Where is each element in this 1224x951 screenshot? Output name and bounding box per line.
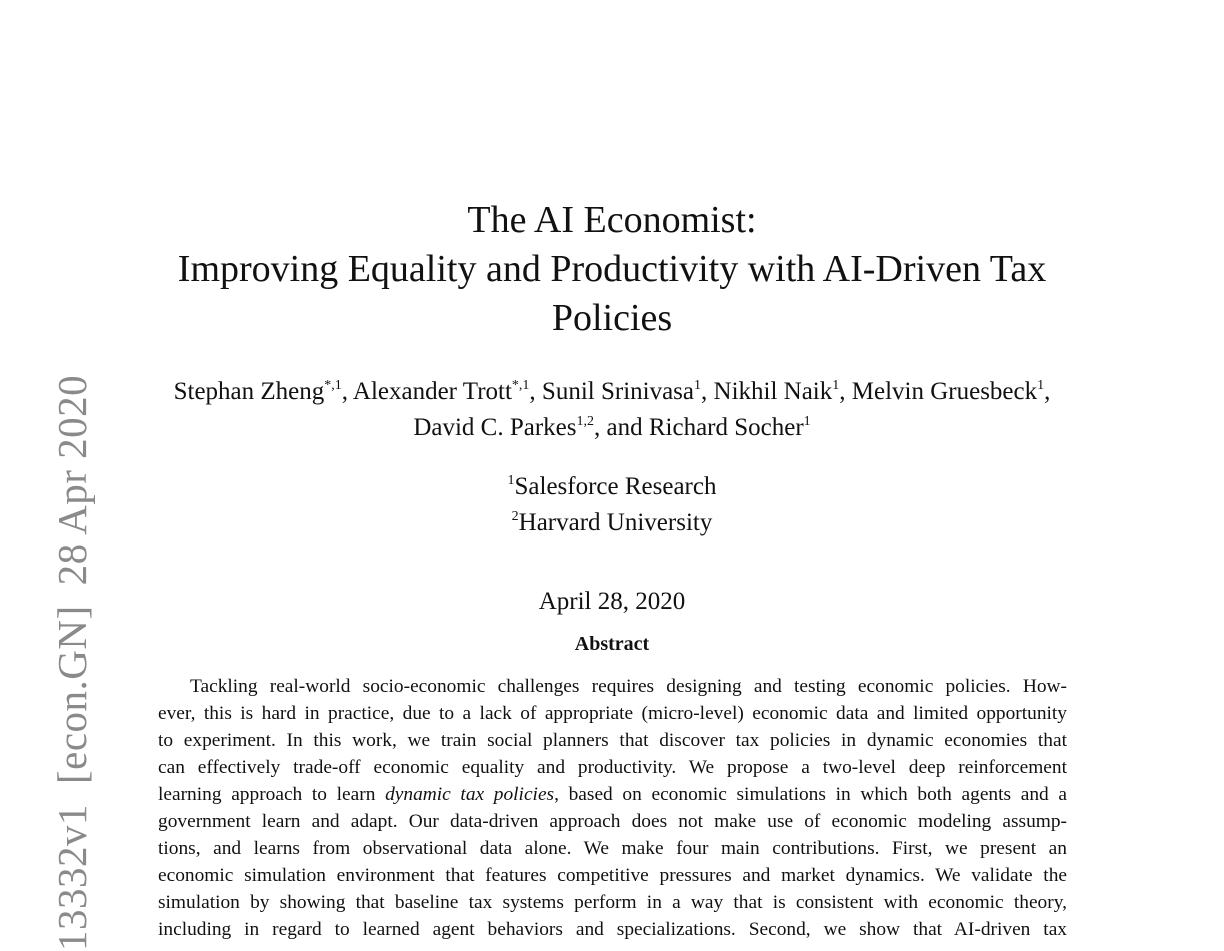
paper-date: April 28, 2020	[538, 588, 686, 615]
author: David C. Parkes1,2	[413, 414, 594, 441]
title-line-3: Policies	[551, 297, 673, 339]
abstract-line: tions, and learns from observational dat…	[158, 838, 1067, 859]
affiliation: 2Harvard University	[511, 509, 713, 536]
affiliation: 1Salesforce Research	[507, 473, 717, 500]
affiliation-list: 1Salesforce Research 2Harvard University	[0, 469, 1224, 541]
abstract-heading: Abstract	[574, 633, 650, 655]
author: Richard Socher1	[648, 414, 811, 441]
author: Stephan Zheng*,1	[173, 378, 342, 405]
author-list: Stephan Zheng*,1, Alexander Trott*,1, Su…	[173, 378, 1051, 441]
abstract-line: to experiment. In this work, we train so…	[158, 730, 1067, 751]
emphasis-text: dynamic tax policies	[385, 784, 555, 805]
paper-title: The AI Economist: Improving Equality and…	[0, 196, 1224, 343]
author: Melvin Gruesbeck1	[851, 378, 1045, 405]
abstract-line: ever, this is hard in practice, due to a…	[158, 703, 1067, 724]
abstract-line: Tackling real-world socio-economic chall…	[190, 676, 1067, 697]
abstract-line: government learn and adapt. Our data-dri…	[158, 811, 1067, 832]
title-line-2: Improving Equality and Productivity with…	[177, 248, 1047, 290]
title-line-1: The AI Economist:	[467, 199, 757, 241]
author: Nikhil Naik1	[713, 378, 840, 405]
author: Sunil Srinivasa1	[541, 378, 702, 405]
abstract-line: can effectively trade-off economic equal…	[158, 757, 1067, 778]
arxiv-id: 13332v1	[49, 804, 95, 951]
abstract-line: including in regard to learned agent beh…	[158, 919, 1067, 940]
abstract-line: simulation by showing that baseline tax …	[158, 892, 1067, 913]
author: Alexander Trott*,1	[352, 378, 530, 405]
abstract-line: economic simulation environment that fea…	[158, 865, 1067, 886]
abstract-line: learning approach to learn dynamic tax p…	[158, 784, 1067, 805]
abstract-body: Tackling real-world socio-economic chall…	[158, 673, 1067, 943]
